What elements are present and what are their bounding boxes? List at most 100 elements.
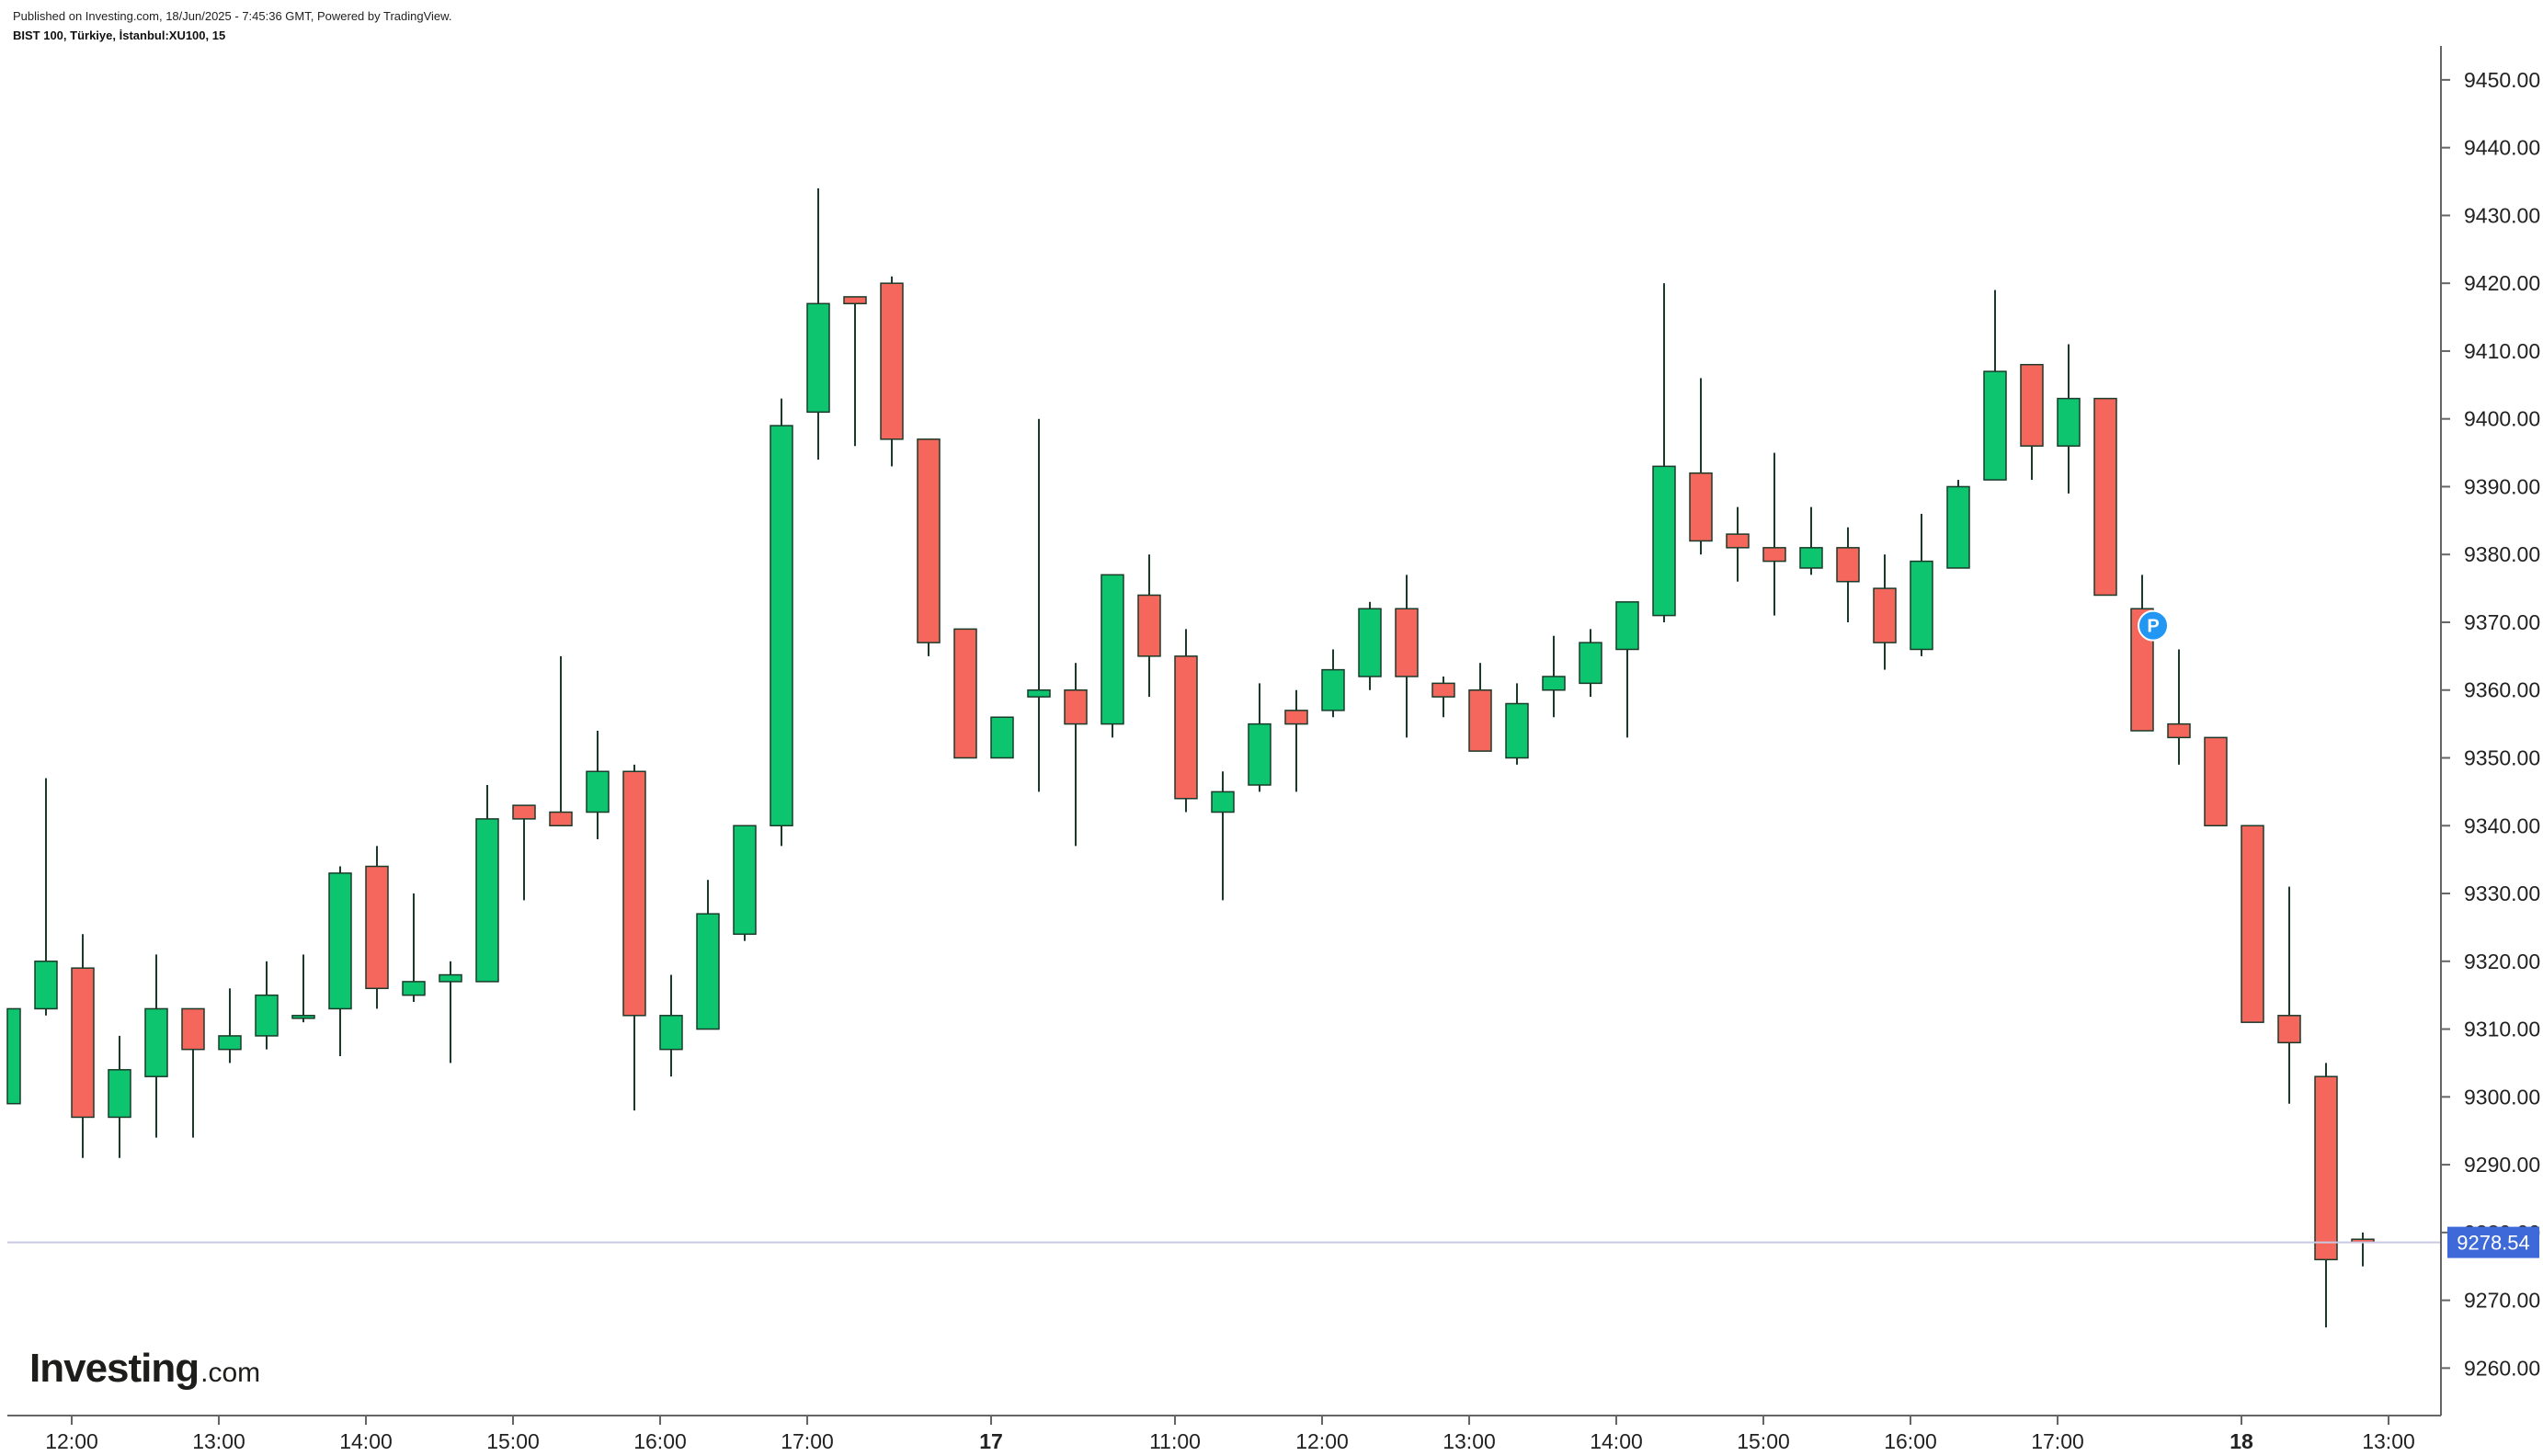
- candle[interactable]: [1799, 506, 1823, 575]
- candle-body-up: [402, 981, 426, 996]
- candle[interactable]: [1836, 527, 1860, 622]
- candle[interactable]: [328, 866, 352, 1057]
- candle-body-up: [2057, 397, 2081, 447]
- price-tick-label: 9340.00: [2464, 813, 2540, 837]
- candle-body-down: [1836, 547, 1860, 583]
- candle[interactable]: [1910, 513, 1933, 656]
- candle[interactable]: [1689, 378, 1713, 555]
- candle[interactable]: [1983, 290, 2007, 481]
- candle[interactable]: [1211, 771, 1235, 901]
- candle[interactable]: [2241, 825, 2264, 1023]
- candle-body-down: [1395, 608, 1419, 677]
- time-tick-label: 12:00: [1295, 1429, 1349, 1453]
- time-tick-label: 18: [2229, 1429, 2253, 1453]
- time-tick-label: 17:00: [2031, 1429, 2084, 1453]
- candle[interactable]: [512, 804, 536, 901]
- candle-body-up: [108, 1069, 131, 1119]
- candle[interactable]: [1395, 574, 1419, 738]
- candle[interactable]: [990, 716, 1014, 759]
- candle[interactable]: [181, 1007, 205, 1138]
- price-tick-label: 9440.00: [2464, 136, 2540, 160]
- candle[interactable]: [1726, 506, 1750, 582]
- candle[interactable]: [622, 764, 646, 1111]
- candle[interactable]: [1615, 601, 1639, 738]
- candle[interactable]: [1542, 635, 1566, 718]
- candle[interactable]: [34, 778, 58, 1016]
- candle[interactable]: [586, 731, 610, 840]
- candle[interactable]: [1027, 418, 1051, 792]
- candle-body-up: [990, 716, 1014, 759]
- candle[interactable]: [1358, 601, 1382, 690]
- candle[interactable]: [402, 893, 426, 1003]
- candle[interactable]: [1064, 663, 1088, 847]
- candle-body-up: [806, 302, 830, 414]
- candle-body-down: [1873, 587, 1897, 643]
- time-tick-label: 13:00: [192, 1429, 245, 1453]
- candle[interactable]: [2314, 1063, 2338, 1328]
- candle[interactable]: [1137, 554, 1161, 698]
- price-tick-label: 9400.00: [2464, 407, 2540, 431]
- candle-body-up: [1211, 791, 1235, 813]
- price-axis[interactable]: 9450.00 9440.00 9430.00 9420.00 9410.00 9400.…: [2440, 46, 2540, 1416]
- candle[interactable]: [2057, 344, 2081, 494]
- candle[interactable]: [880, 276, 904, 467]
- candle[interactable]: [475, 785, 499, 983]
- candle-body-down: [1174, 655, 1198, 800]
- candle-body-up: [770, 425, 793, 827]
- candle[interactable]: [1321, 649, 1345, 718]
- candle[interactable]: [1468, 663, 1492, 752]
- published-note: Published on Investing.com, 18/Jun/2025 …: [13, 9, 452, 23]
- candle[interactable]: [1579, 629, 1602, 698]
- candle[interactable]: [549, 655, 573, 827]
- candle[interactable]: [917, 438, 941, 656]
- time-tick-label: 12:00: [45, 1429, 98, 1453]
- candle[interactable]: [1248, 683, 1272, 792]
- candle[interactable]: [2204, 736, 2228, 827]
- candle[interactable]: [291, 954, 315, 1023]
- candle[interactable]: [1762, 452, 1786, 616]
- candle[interactable]: [1652, 283, 1676, 622]
- candle[interactable]: [953, 628, 977, 759]
- candle[interactable]: [6, 1007, 21, 1105]
- price-tick-label: 9320.00: [2464, 950, 2540, 973]
- candle-body-down: [2093, 397, 2117, 597]
- marker-badge[interactable]: P: [2138, 609, 2169, 642]
- candle[interactable]: [770, 398, 793, 847]
- candle[interactable]: [1100, 574, 1124, 738]
- candle[interactable]: [1174, 629, 1198, 813]
- candle[interactable]: [2167, 649, 2191, 765]
- time-tick-label: 15:00: [1737, 1429, 1790, 1453]
- candle[interactable]: [2093, 397, 2117, 597]
- candle[interactable]: [439, 961, 462, 1064]
- candle[interactable]: [1431, 676, 1455, 718]
- candle[interactable]: [255, 961, 279, 1050]
- candle-body-down: [2277, 1015, 2301, 1044]
- candle[interactable]: [1284, 689, 1308, 792]
- candle[interactable]: [733, 825, 757, 941]
- candle[interactable]: [108, 1035, 131, 1158]
- candle[interactable]: [2277, 886, 2301, 1104]
- candle[interactable]: [71, 934, 95, 1158]
- candle[interactable]: [218, 988, 242, 1064]
- time-tick-label: 16:00: [633, 1429, 687, 1453]
- candle[interactable]: [1873, 554, 1897, 670]
- candle[interactable]: [843, 296, 867, 447]
- candle[interactable]: [2020, 363, 2044, 481]
- candle[interactable]: [659, 974, 683, 1077]
- candle[interactable]: [365, 846, 389, 1009]
- last-price-label: 9278.54: [2447, 1226, 2539, 1258]
- time-axis[interactable]: 12:00 13:00 14:00 15:00 16:00 17:00 17 11:00 12:…: [7, 1415, 2441, 1453]
- candle[interactable]: [2351, 1232, 2375, 1267]
- candle[interactable]: [1505, 683, 1529, 765]
- symbol-title: BIST 100, Türkiye, İstanbul:XU100, 15: [13, 28, 226, 42]
- candle-body-up: [1321, 668, 1345, 711]
- candle[interactable]: [1946, 480, 1970, 569]
- candle-body-up: [1579, 642, 1602, 685]
- candle[interactable]: [696, 880, 720, 1030]
- candle[interactable]: [144, 954, 168, 1138]
- candle[interactable]: [2130, 574, 2154, 732]
- candle-body-down: [1431, 682, 1455, 698]
- time-tick-label: 13:00: [1443, 1429, 1496, 1453]
- candle[interactable]: [806, 188, 830, 460]
